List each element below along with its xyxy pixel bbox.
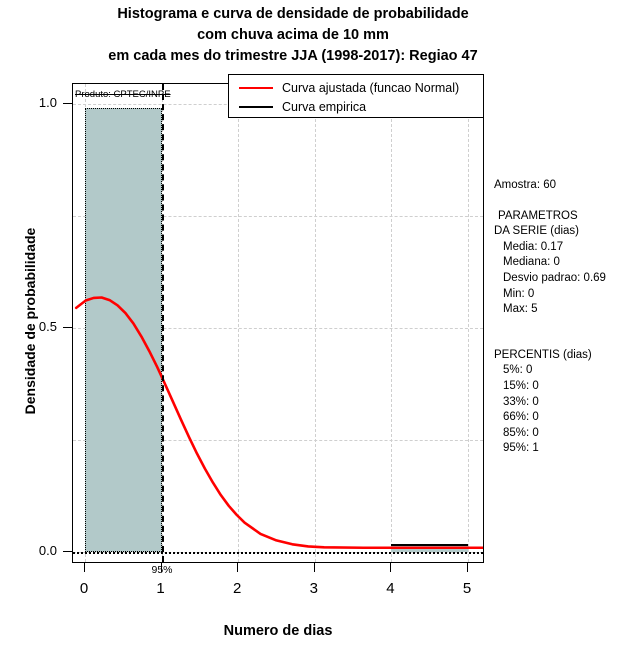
legend-box: Curva ajustada (funcao Normal) Curva emp…	[228, 74, 484, 118]
stat-min: Min: 0	[503, 287, 535, 300]
stat-parameters-header-1: PARAMETROS	[498, 209, 578, 222]
x-tick-label-1: 1	[156, 580, 165, 597]
histogram-bar-0-1	[85, 108, 162, 552]
empirical-curve-baseline	[73, 552, 483, 554]
stat-spacer-3	[494, 333, 640, 348]
chart-title: Histograma e curva de densidade de proba…	[0, 4, 586, 67]
watermark-text: Produto: CPTEC/INPE	[75, 89, 171, 100]
y-tick-mark-0	[63, 551, 72, 552]
title-line-3: em cada mes do trimestre JJA (1998-2017)…	[108, 48, 478, 64]
stat-p33: 33%: 0	[503, 395, 539, 408]
y-tick-label-05: 0.5	[38, 319, 57, 334]
stat-p85: 85%: 0	[503, 426, 539, 439]
x-tick-label-0: 0	[79, 580, 89, 597]
gridline-x-2	[238, 84, 240, 562]
gridline-x-3	[314, 84, 316, 562]
fitted-normal-curve	[74, 296, 483, 550]
y-tick-mark-1	[63, 103, 72, 104]
gridline-x-4	[391, 84, 393, 562]
x-tick-label-2: 2	[233, 580, 242, 597]
stat-p66: 66%: 0	[503, 411, 539, 424]
stat-parameters-header-2: DA SERIE (dias)	[494, 225, 579, 238]
gridline-x-5	[468, 84, 469, 562]
legend-item-empirical: Curva empirica	[229, 97, 483, 116]
percentile-95-caption: 95%	[151, 564, 173, 576]
y-tick-label-1: 1.0	[38, 95, 57, 110]
x-tick-mark-4	[390, 563, 392, 572]
title-line-2: com chuva acima de 10 mm	[197, 27, 389, 43]
x-tick-mark-3	[313, 563, 315, 572]
stat-percentis-header: PERCENTIS (dias)	[494, 348, 592, 361]
x-tick-mark-1	[160, 563, 162, 572]
y-tick-label-0: 0.0	[38, 543, 57, 558]
x-tick-mark-5	[467, 563, 468, 572]
stat-spacer-2	[494, 318, 640, 333]
y-axis-title: Densidade de probabilidade	[22, 227, 38, 415]
stat-sample: Amostra: 60	[494, 179, 556, 191]
legend-swatch-empirical	[239, 105, 273, 108]
y-tick-mark-05	[63, 327, 72, 328]
gridline-y-05	[73, 328, 483, 329]
x-tick-label-3: 3	[309, 580, 318, 597]
statistics-panel: Amostra: 60 PARAMETROS DA SERIE (dias) M…	[494, 178, 640, 457]
x-tick-label-4: 4	[386, 580, 395, 597]
x-tick-mark-2	[237, 563, 239, 572]
title-line-1: Histograma e curva de densidade de proba…	[117, 6, 469, 22]
legend-item-fitted: Curva ajustada (funcao Normal)	[229, 78, 483, 97]
gridline-y-025	[73, 440, 483, 441]
stat-p5: 5%: 0	[503, 364, 533, 377]
x-tick-label-5: 5	[462, 580, 472, 597]
legend-label-fitted: Curva ajustada (funcao Normal)	[282, 80, 460, 95]
stat-p15: 15%: 0	[503, 379, 539, 392]
x-tick-mark-0	[84, 563, 85, 572]
stat-spacer-1	[494, 194, 640, 209]
legend-label-empirical: Curva empirica	[282, 99, 367, 114]
legend-swatch-fitted	[239, 86, 273, 89]
stat-media: Media: 0.17	[503, 240, 564, 253]
plot-area: Produto: CPTEC/INPE	[72, 83, 484, 563]
stat-max: Max: 5	[503, 303, 538, 316]
gridline-y-075	[73, 216, 483, 217]
percentile-95-line	[161, 84, 164, 562]
x-axis-title: Numero de dias	[223, 623, 333, 639]
stat-p95: 95%: 1	[503, 442, 539, 455]
stat-mediana: Mediana: 0	[503, 256, 560, 269]
stat-desvio-padrao: Desvio padrao: 0.69	[503, 271, 606, 284]
